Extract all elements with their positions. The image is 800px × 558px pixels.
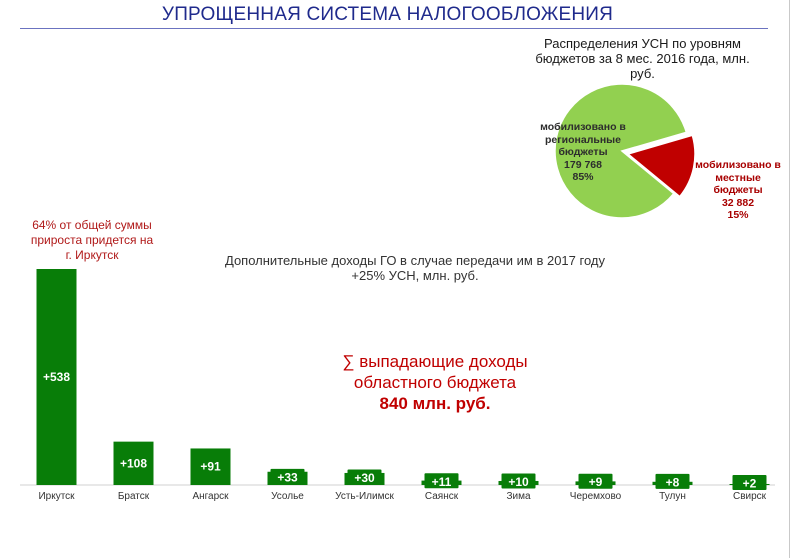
x-tick-label: Иркутск bbox=[38, 491, 75, 502]
bar-value-label: +30 bbox=[354, 471, 375, 485]
bar-value-box bbox=[424, 473, 459, 489]
bar-value-box bbox=[578, 473, 613, 489]
pie-title-line: бюджетов за 8 мес. 2016 года, млн. bbox=[535, 51, 750, 66]
bar-title-line: +25% УСН, млн. руб. bbox=[351, 268, 479, 283]
pie-slice-local bbox=[626, 134, 696, 198]
bar bbox=[113, 441, 154, 485]
note-line: г. Иркутск bbox=[65, 248, 119, 262]
pie-label-percent: 85% bbox=[572, 171, 594, 183]
irkutsk-share-note: 64% от общей суммы прироста придется на … bbox=[12, 218, 172, 263]
sum-amount: 840 млн. руб. bbox=[379, 394, 491, 413]
x-tick-label: Усть-Илимск bbox=[335, 491, 394, 502]
pie-title-line: Распределения УСН по уровням bbox=[544, 36, 741, 51]
bar-chart-title: Дополнительные доходы ГО в случае переда… bbox=[200, 253, 630, 283]
pie-title-line: руб. bbox=[630, 66, 655, 81]
bar-value-label: +2 bbox=[743, 477, 757, 491]
x-tick-label: Тулун bbox=[659, 491, 686, 502]
pie-label-line: мобилизовано в bbox=[540, 121, 626, 133]
note-line: прироста придется на bbox=[30, 233, 154, 247]
title-divider bbox=[20, 28, 768, 29]
pie-label-line: региональные bbox=[545, 133, 621, 146]
x-tick-label: Свирск bbox=[733, 491, 767, 502]
bar-value-label: +9 bbox=[589, 475, 603, 489]
bar-value-box bbox=[347, 469, 382, 485]
x-tick-label: Черемхово bbox=[570, 491, 622, 502]
bar bbox=[36, 269, 77, 485]
pie-label-regional: мобилизовано в региональные бюджеты 179 … bbox=[528, 121, 638, 184]
pie-chart-title: Распределения УСН по уровням бюджетов за… bbox=[520, 36, 765, 81]
pie-slice-regional bbox=[554, 83, 688, 219]
bar-value-label: +8 bbox=[666, 475, 680, 489]
lost-revenue-note: ∑ выпадающие доходы областного бюджета 8… bbox=[300, 351, 570, 414]
pie-label-local: мобилизовано в местные бюджеты 32 882 15… bbox=[683, 159, 793, 222]
bar-value-label: +10 bbox=[508, 475, 529, 489]
bar-value-box bbox=[501, 473, 536, 489]
pie-label-percent: 15% bbox=[727, 209, 749, 221]
x-tick-label: Братск bbox=[118, 491, 150, 502]
bar-value-box bbox=[270, 468, 305, 484]
sum-line: ∑ выпадающие доходы bbox=[342, 352, 528, 371]
bar bbox=[190, 448, 231, 485]
bar-value-box bbox=[655, 473, 690, 489]
bar-title-line: Дополнительные доходы ГО в случае переда… bbox=[225, 253, 605, 268]
bar-value-label: +33 bbox=[277, 470, 298, 484]
x-tick-label: Ангарск bbox=[192, 491, 229, 502]
bar-value-label: +538 bbox=[43, 370, 70, 384]
x-tick-label: Усолье bbox=[271, 491, 304, 502]
pie-label-line: бюджеты bbox=[558, 146, 608, 158]
pie-chart bbox=[554, 83, 696, 219]
bar-value-label: +91 bbox=[200, 460, 221, 474]
sum-line: областного бюджета bbox=[353, 373, 517, 392]
bar-value-label: +108 bbox=[120, 456, 147, 470]
x-tick-label: Саянск bbox=[425, 491, 459, 502]
bar-chart: +538 Иркутск +108 Братск +91 Ангарск +33 Усолье… bbox=[20, 269, 775, 502]
note-line: 64% от общей суммы bbox=[32, 218, 152, 232]
bar-value-box bbox=[732, 475, 767, 490]
x-tick-label: Зима bbox=[506, 491, 531, 502]
pie-label-value: 32 882 bbox=[721, 196, 755, 209]
pie-label-line: бюджеты bbox=[713, 184, 763, 196]
bar-value-label: +11 bbox=[432, 475, 452, 489]
slide-edge-divider bbox=[789, 0, 790, 558]
pie-label-value: 179 768 bbox=[564, 158, 602, 171]
pie-label-line: мобилизовано в bbox=[695, 159, 781, 171]
pie-label-line: местные bbox=[715, 171, 761, 184]
page-title: УПРОЩЕННАЯ СИСТЕМА НАЛОГООБЛОЖЕНИЯ bbox=[161, 4, 614, 25]
